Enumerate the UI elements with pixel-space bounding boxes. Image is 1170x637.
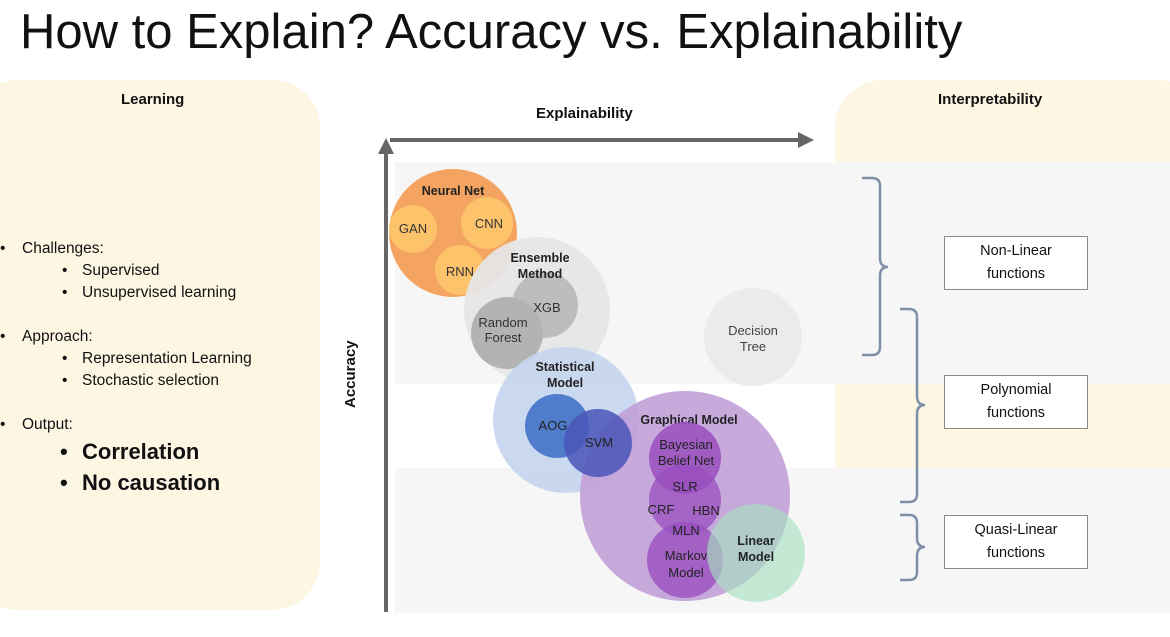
statistical-label-1: Statistical <box>535 360 594 374</box>
output-item-correlation: Correlation <box>82 439 200 464</box>
output-label: Output: <box>22 416 73 433</box>
challenges-label: Challenges: <box>22 240 104 257</box>
brace-quasilinear-icon <box>900 513 926 582</box>
x-axis-label: Explainability <box>536 105 633 122</box>
approach-label: Approach: <box>22 328 93 345</box>
box-line: functions <box>986 545 1046 561</box>
linear-label-2: Model <box>738 550 774 564</box>
challenge-item: Unsupervised learning <box>82 284 237 301</box>
approach-item: Representation Learning <box>82 350 252 367</box>
box-line: functions <box>986 405 1046 421</box>
learning-heading: Learning <box>121 91 185 108</box>
output-item-causation: No causation <box>82 470 221 495</box>
interpretability-heading: Interpretability <box>938 91 1043 108</box>
approach-item: Stochastic selection <box>82 372 219 389</box>
graphical-model-label: Graphical Model <box>640 413 737 427</box>
random-forest-circle <box>471 297 543 369</box>
markov-model-circle <box>647 522 723 598</box>
slide-title: How to Explain? Accuracy vs. Explainabil… <box>20 5 963 59</box>
nonlinear-functions-box: Non-Linear functions <box>944 236 1088 290</box>
decision-tree-circle <box>704 288 802 386</box>
forest-label: Forest <box>485 330 522 345</box>
box-line: functions <box>986 266 1046 282</box>
rnn-label: RNN <box>446 264 474 279</box>
svm-circle <box>564 409 632 477</box>
ensemble-label-2: Method <box>518 267 562 281</box>
random-label: Random <box>478 315 527 330</box>
linear-model-circle <box>707 504 805 602</box>
markov-label: Markov <box>665 548 708 563</box>
model-label: Model <box>668 565 704 580</box>
linear-label-1: Linear <box>737 534 775 548</box>
ensemble-label-1: Ensemble <box>510 251 569 265</box>
learning-panel <box>0 80 320 610</box>
y-axis-arrow-icon <box>378 138 394 154</box>
cnn-circle <box>461 197 513 249</box>
crf-hbn-circle <box>649 464 721 536</box>
belief-net-label: Belief Net <box>658 453 715 468</box>
slr-label: SLR <box>672 479 697 494</box>
challenge-item: Supervised <box>82 262 160 279</box>
svm-label: SVM <box>585 435 613 450</box>
gan-circle <box>389 205 437 253</box>
aog-label: AOG <box>539 418 568 433</box>
brace-nonlinear-icon <box>862 176 889 357</box>
xgb-label: XGB <box>533 300 560 315</box>
bayesian-label: Bayesian <box>659 437 712 452</box>
mln-label: MLN <box>672 523 699 538</box>
hbn-label: HBN <box>692 503 719 518</box>
tree-label: Tree <box>740 339 766 354</box>
brace-polynomial-icon <box>900 307 926 504</box>
box-line: Polynomial <box>980 382 1052 398</box>
box-line: Non-Linear <box>980 243 1052 259</box>
neural-net-label: Neural Net <box>422 184 485 198</box>
quasilinear-functions-box: Quasi-Linear functions <box>944 515 1088 569</box>
crf-label: CRF <box>648 502 675 517</box>
cnn-label: CNN <box>475 216 503 231</box>
statistical-label-2: Model <box>547 376 583 390</box>
x-axis-arrow-icon <box>798 132 814 148</box>
gan-label: GAN <box>399 221 427 236</box>
decision-label: Decision <box>728 323 778 338</box>
polynomial-functions-box: Polynomial functions <box>944 375 1088 429</box>
box-line: Quasi-Linear <box>974 522 1058 538</box>
